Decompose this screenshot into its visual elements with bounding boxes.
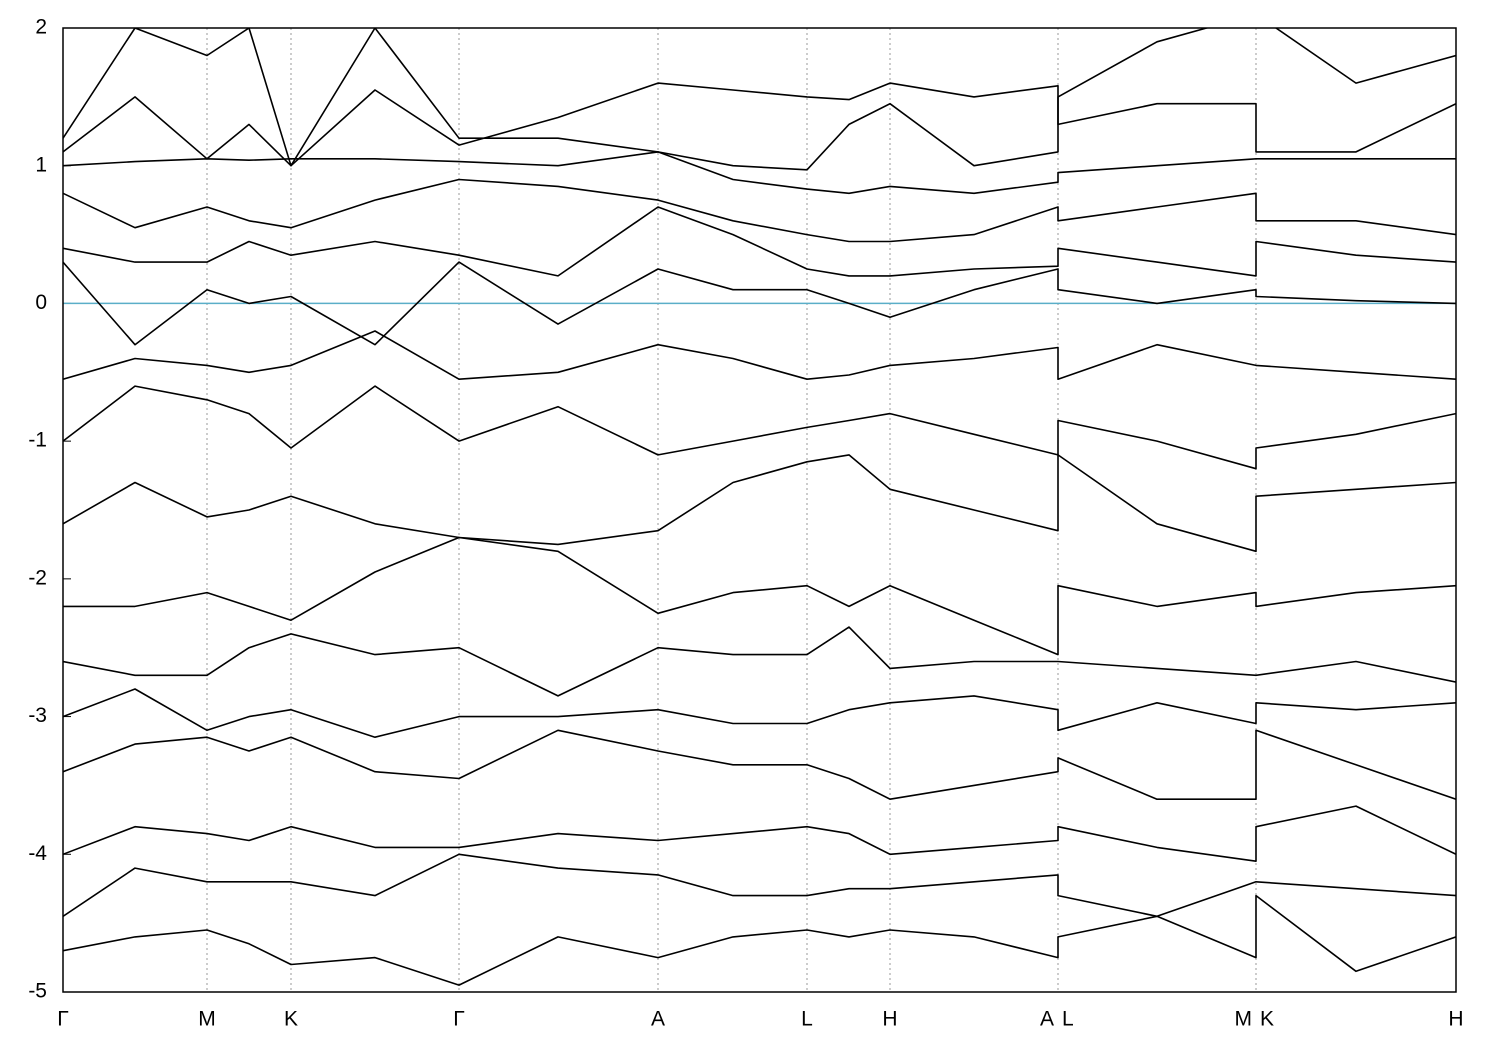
band: [63, 385, 1456, 470]
band: [63, 28, 1456, 171]
x-tick-label: M: [1235, 1008, 1253, 1031]
band: [63, 536, 1456, 656]
x-tick-label: M: [198, 1008, 216, 1031]
band: [63, 729, 1456, 800]
x-tick-label: L: [801, 1008, 813, 1031]
y-tick-label: -5: [28, 980, 47, 1003]
band: [63, 626, 1456, 697]
y-tick-label: -1: [28, 429, 47, 452]
bands: [63, 28, 1456, 986]
y-tick-label: -3: [28, 704, 47, 727]
y-tick-label: 2: [35, 16, 47, 39]
band: [63, 151, 1456, 195]
x-tick-label: A: [1040, 1008, 1054, 1031]
x-tick-label: L: [1062, 1008, 1074, 1031]
band: [63, 206, 1456, 277]
x-tick-label: H: [1448, 1008, 1463, 1031]
x-tick-label: A: [651, 1008, 665, 1031]
band: [63, 853, 1456, 918]
band: [63, 82, 1456, 167]
y-tick-label: 1: [35, 153, 47, 176]
y-tick-label: -2: [28, 566, 47, 589]
x-tick-label: H: [882, 1008, 897, 1031]
labels: 210-1-2-3-4-5Γ M K Γ A L H A L M K H: [28, 16, 1463, 1031]
band: [63, 688, 1456, 738]
x-tick-label: Γ: [57, 1008, 69, 1031]
band: [63, 894, 1456, 986]
band: [63, 805, 1456, 862]
x-tick-label: Γ: [453, 1008, 465, 1031]
x-tick-label: K: [284, 1008, 298, 1031]
band: [63, 178, 1456, 243]
y-tick-label: 0: [35, 291, 47, 314]
plot-frame: [62, 27, 1457, 993]
x-tick-label: K: [1260, 1008, 1274, 1031]
band: [63, 330, 1456, 380]
band: [63, 454, 1456, 553]
band: [63, 261, 1456, 346]
y-tick-label: -4: [28, 842, 47, 865]
